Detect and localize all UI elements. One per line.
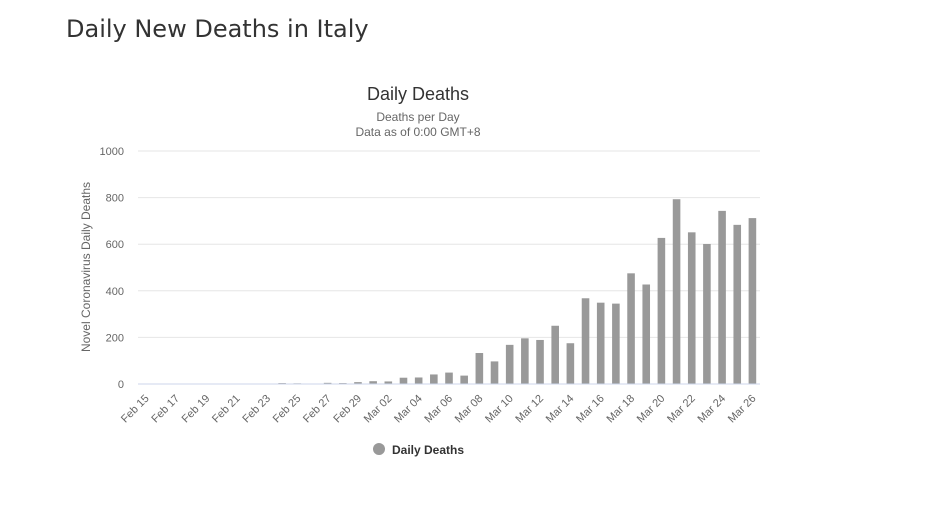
bar[interactable] bbox=[672, 199, 681, 384]
y-tick-label: 600 bbox=[106, 239, 124, 251]
x-tick-label: Feb 21 bbox=[210, 393, 243, 426]
x-tick-label: Feb 15 bbox=[119, 393, 152, 426]
bar[interactable] bbox=[505, 344, 514, 384]
y-axis-title: Novel Coronavirus Daily Deaths bbox=[79, 182, 93, 352]
y-tick-label: 200 bbox=[106, 332, 124, 344]
bar[interactable] bbox=[733, 224, 742, 384]
bar[interactable] bbox=[642, 284, 651, 384]
bar[interactable] bbox=[430, 374, 438, 384]
y-tick-label: 800 bbox=[106, 193, 124, 205]
x-tick-label: Mar 06 bbox=[422, 393, 455, 426]
legend-marker-icon bbox=[373, 443, 385, 455]
bar[interactable] bbox=[581, 298, 590, 384]
bar[interactable] bbox=[414, 377, 423, 384]
x-tick-label: Mar 12 bbox=[513, 393, 546, 426]
bar[interactable] bbox=[399, 377, 408, 384]
bar[interactable] bbox=[354, 382, 362, 384]
chart-subtitle-line-1: Deaths per Day bbox=[376, 110, 459, 124]
x-tick-label: Mar 20 bbox=[635, 393, 668, 426]
x-tick-label: Mar 24 bbox=[695, 393, 728, 426]
x-tick-label: Mar 10 bbox=[483, 393, 516, 426]
chart-subtitle-line-2: Data as of 0:00 GMT+8 bbox=[355, 125, 480, 139]
x-tick-label: Feb 23 bbox=[240, 393, 273, 426]
bar[interactable] bbox=[490, 361, 499, 384]
chart-title: Daily Deaths bbox=[367, 84, 469, 104]
legend-label: Daily Deaths bbox=[392, 443, 464, 457]
bar[interactable] bbox=[657, 237, 666, 384]
bar[interactable] bbox=[460, 375, 468, 384]
x-tick-label: Mar 14 bbox=[544, 393, 577, 426]
bar[interactable] bbox=[323, 382, 332, 384]
bar[interactable] bbox=[748, 218, 757, 384]
x-tick-label: Mar 22 bbox=[665, 393, 698, 426]
x-tick-label: Mar 18 bbox=[604, 393, 637, 426]
bar[interactable] bbox=[384, 381, 393, 384]
x-tick-label: Mar 04 bbox=[392, 393, 425, 426]
bar[interactable] bbox=[627, 273, 635, 384]
x-tick-label: Feb 25 bbox=[271, 393, 304, 426]
x-tick-label: Feb 27 bbox=[301, 393, 334, 426]
x-tick-label: Mar 16 bbox=[574, 393, 607, 426]
x-tick-label: Feb 17 bbox=[149, 393, 182, 426]
grid-lines bbox=[138, 150, 760, 338]
bar[interactable] bbox=[369, 381, 377, 384]
bar[interactable] bbox=[703, 243, 711, 384]
bar[interactable] bbox=[687, 232, 696, 384]
y-tick-label: 0 bbox=[118, 379, 124, 391]
x-tick-label: Mar 02 bbox=[362, 393, 395, 426]
bar[interactable] bbox=[475, 353, 484, 384]
bar[interactable] bbox=[551, 325, 559, 384]
legend-item-daily-deaths[interactable]: Daily Deaths bbox=[373, 443, 464, 457]
bar[interactable] bbox=[566, 343, 575, 384]
x-tick-label: Feb 19 bbox=[180, 393, 213, 426]
page-title: Daily New Deaths in Italy bbox=[66, 15, 369, 43]
bar[interactable] bbox=[718, 210, 726, 384]
x-tick-label: Mar 26 bbox=[726, 393, 759, 426]
bar[interactable] bbox=[521, 338, 529, 384]
bar-series-daily-deaths[interactable] bbox=[247, 199, 757, 384]
y-tick-label: 1000 bbox=[100, 146, 124, 158]
y-axis-ticks: 0 200 400 600 800 1000 bbox=[100, 146, 124, 391]
y-tick-label: 400 bbox=[106, 286, 124, 298]
bar[interactable] bbox=[612, 303, 620, 384]
bar[interactable] bbox=[536, 339, 544, 384]
bar[interactable] bbox=[445, 372, 453, 384]
bar[interactable] bbox=[596, 302, 605, 384]
x-tick-label: Feb 29 bbox=[331, 393, 364, 426]
x-tick-label: Mar 08 bbox=[453, 393, 486, 426]
